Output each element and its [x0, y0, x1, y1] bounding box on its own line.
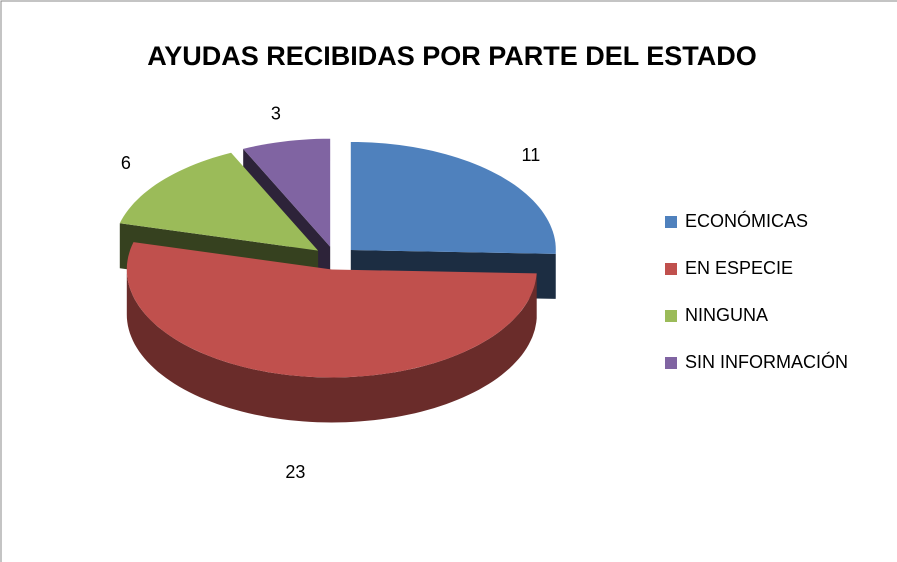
data-label: 23	[285, 462, 305, 482]
legend-label: ECONÓMICAS	[685, 210, 808, 231]
slice	[126, 242, 537, 423]
legend-swatch	[665, 263, 677, 275]
slice-wall	[126, 269, 537, 423]
slice-top	[243, 138, 331, 247]
slice-top	[119, 152, 319, 251]
data-label: 6	[121, 153, 131, 173]
legend-swatch	[665, 357, 677, 369]
data-label: 3	[271, 104, 281, 124]
chart-title: AYUDAS RECIBIDAS POR PARTE DEL ESTADO	[147, 41, 757, 71]
legend-label: EN ESPECIE	[685, 258, 793, 278]
legend-swatch	[665, 216, 677, 228]
slice-top	[350, 142, 556, 254]
data-label: 11	[522, 145, 541, 165]
legend-swatch	[665, 310, 677, 322]
slice-top	[126, 242, 537, 378]
legend-label: SIN INFORMACIÓN	[685, 351, 848, 372]
legend-label: NINGUNA	[685, 305, 768, 325]
